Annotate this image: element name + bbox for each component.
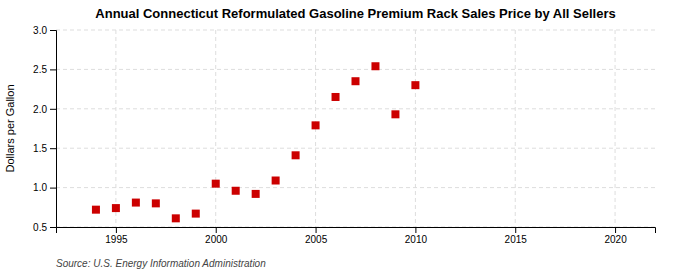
tick: 2020 xyxy=(604,227,627,245)
tick-mark xyxy=(50,227,56,228)
grid-line xyxy=(515,30,516,227)
tick: 2.5 xyxy=(33,64,56,75)
tick-mark xyxy=(50,30,56,31)
tick-mark xyxy=(216,227,217,233)
grid-line xyxy=(415,30,416,227)
axis-line xyxy=(50,31,57,228)
tick-label: 2005 xyxy=(305,234,328,245)
tick-mark xyxy=(515,227,516,233)
tick: 2015 xyxy=(505,227,528,245)
point xyxy=(172,214,180,222)
grid-line xyxy=(615,30,616,227)
tick-label: 2015 xyxy=(505,234,528,245)
tick-label: 2020 xyxy=(604,234,627,245)
grid-line xyxy=(215,30,216,227)
y-axis-title: Dollars per Gallon xyxy=(4,84,16,172)
point xyxy=(332,93,340,101)
grid-line xyxy=(56,187,655,188)
point xyxy=(132,199,140,207)
tick: 2.0 xyxy=(33,104,56,115)
point xyxy=(411,81,419,89)
tick: 1995 xyxy=(105,227,128,245)
point xyxy=(292,151,300,159)
tick-mark xyxy=(615,227,616,233)
point xyxy=(232,187,240,195)
tick-label: 2.5 xyxy=(33,64,47,75)
tick-label: 2000 xyxy=(205,234,228,245)
point xyxy=(112,204,120,212)
tick-mark xyxy=(316,227,317,233)
tick: 2005 xyxy=(305,227,328,245)
grid-line xyxy=(56,30,655,31)
plot: 1995 2000 2005 2010 2015 2020 0.5 1.0 1.5 2.0 2.5 3… xyxy=(33,25,655,245)
tick-label: 1995 xyxy=(105,234,128,245)
tick-label: 1.5 xyxy=(33,143,47,154)
tick: 1.0 xyxy=(33,182,56,193)
tick-label: 1.0 xyxy=(33,182,47,193)
tick-mark xyxy=(50,109,56,110)
point xyxy=(312,121,320,129)
x-axis: 1995 2000 2005 2010 2015 2020 xyxy=(57,227,656,245)
y-axis: 0.5 1.0 1.5 2.0 2.5 3.0 xyxy=(33,25,56,233)
tick: 2000 xyxy=(205,227,228,245)
point xyxy=(152,199,160,207)
source: Source: U.S. Energy Information Administ… xyxy=(56,258,266,269)
point xyxy=(252,190,260,198)
points xyxy=(92,62,419,222)
point xyxy=(192,210,200,218)
tick-mark xyxy=(50,69,56,70)
point xyxy=(352,77,360,85)
grid xyxy=(56,30,655,227)
tick: 1.5 xyxy=(33,143,56,154)
point xyxy=(212,180,220,188)
title: Annual Connecticut Reformulated Gasoline… xyxy=(95,6,615,21)
grid-line xyxy=(56,108,655,109)
grid-line xyxy=(56,148,655,149)
point xyxy=(391,110,399,118)
grid-line xyxy=(56,69,655,70)
tick-mark xyxy=(116,227,117,233)
grid-line xyxy=(115,30,116,227)
tick-label: 2.0 xyxy=(33,104,47,115)
point xyxy=(92,206,100,214)
chart: 1995 2000 2005 2010 2015 2020 0.5 1.0 1.5 2.0 2.5 3… xyxy=(0,0,675,275)
axis-line xyxy=(57,228,656,234)
tick: 2010 xyxy=(405,227,428,245)
tick-label: 0.5 xyxy=(33,222,47,233)
tick-label: 2010 xyxy=(405,234,428,245)
tick-mark xyxy=(415,227,416,233)
point xyxy=(371,62,379,70)
tick: 3.0 xyxy=(33,25,56,36)
tick-label: 3.0 xyxy=(33,25,47,36)
tick-mark xyxy=(50,148,56,149)
tick: 0.5 xyxy=(33,222,56,233)
tick-mark xyxy=(50,188,56,189)
point xyxy=(272,177,280,185)
